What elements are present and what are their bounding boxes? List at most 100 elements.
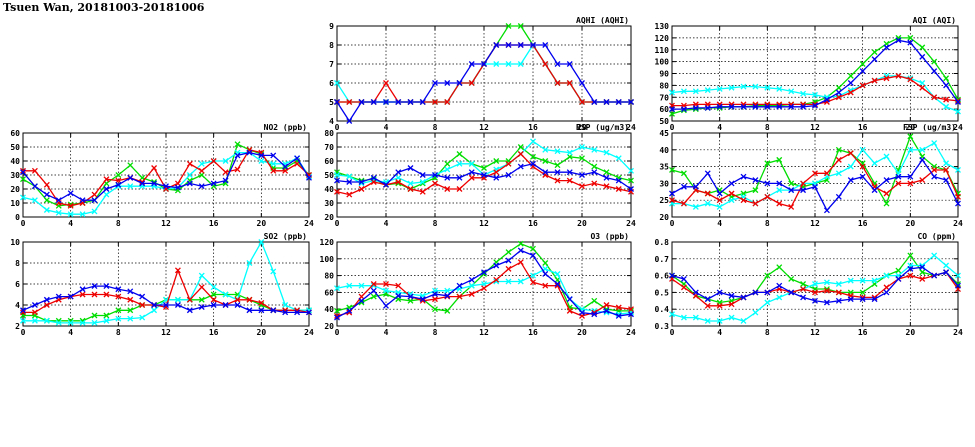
data-point [740,197,747,204]
data-point [334,99,340,105]
data-point [43,207,50,213]
data-point [198,304,205,311]
data-point [517,259,524,266]
data-point [419,99,426,105]
data-point [704,318,711,324]
data-point [234,296,241,303]
data-point [740,101,747,108]
data-point [444,160,451,167]
x-tick-label: 16 [858,219,868,228]
data-point [20,167,26,174]
data-point [752,101,759,108]
data-point [43,302,50,308]
data-point [67,190,74,197]
data-point [919,177,926,183]
data-point [788,187,795,194]
data-point [943,262,950,269]
data-point [222,177,229,184]
data-point [740,83,747,90]
data-point [728,103,735,110]
data-point [456,293,463,300]
x-tick-label: 16 [858,123,868,132]
data-point [79,286,86,293]
data-point [234,302,241,308]
data-point [222,158,229,164]
data-point [468,61,475,67]
data-point [764,299,771,306]
data-point [716,85,723,92]
data-point [579,144,585,150]
y-tick-label: 80 [324,129,334,138]
data-point [444,186,451,192]
y-tick-label: 25 [659,196,669,205]
x-tick-label: 12 [479,328,489,337]
data-point [716,103,723,110]
data-point [493,42,500,48]
data-point [115,172,122,178]
data-point [628,306,634,313]
x-tick-label: 8 [765,219,770,228]
data-point [505,257,512,264]
data-point [776,103,783,110]
data-point [481,285,487,292]
data-point [931,140,938,147]
data-point [67,211,74,218]
data-point [740,318,747,324]
x-tick-label: 4 [384,219,389,228]
y-tick-label: 30 [10,171,20,180]
data-point [79,197,86,204]
x-tick-label: 4 [717,123,722,132]
data-point [680,106,687,113]
data-point [704,200,711,207]
data-point [943,75,950,82]
data-point [591,163,598,170]
data-point [395,99,402,105]
data-point [603,169,610,176]
data-point [883,153,890,160]
data-point [186,296,193,303]
data-point [907,146,914,153]
data-point [542,158,549,164]
data-point [764,101,771,108]
data-point [407,293,414,300]
data-point [955,108,961,115]
data-point [615,155,622,162]
data-point [776,85,783,92]
data-point [764,272,771,279]
data-point [432,296,438,303]
data-point [395,179,402,185]
y-tick-label: 8 [329,41,334,50]
data-point [542,282,549,289]
data-point [517,247,524,254]
data-point [554,169,561,176]
data-point [883,289,890,296]
chart-title: FSP (ug/m3) [903,123,956,132]
data-point [752,309,759,316]
data-point [20,309,26,316]
data-point [847,72,854,79]
data-point [493,262,500,269]
data-point [740,103,747,110]
series-line [671,158,959,212]
data-point [55,209,62,216]
data-point [931,94,938,101]
data-point [419,179,426,185]
data-point [680,284,687,291]
data-point [20,307,26,314]
data-point [895,276,902,282]
data-point [174,184,181,191]
data-point [91,283,98,290]
data-point [31,309,38,316]
data-point [246,307,253,314]
data-point [198,284,205,291]
data-point [764,289,771,296]
data-point [931,68,938,75]
y-tick-label: 45 [659,129,669,138]
data-point [468,80,475,86]
series-blue [669,264,961,306]
data-point [800,281,807,287]
data-point [505,278,512,285]
data-point [704,302,711,309]
data-point [728,190,735,197]
